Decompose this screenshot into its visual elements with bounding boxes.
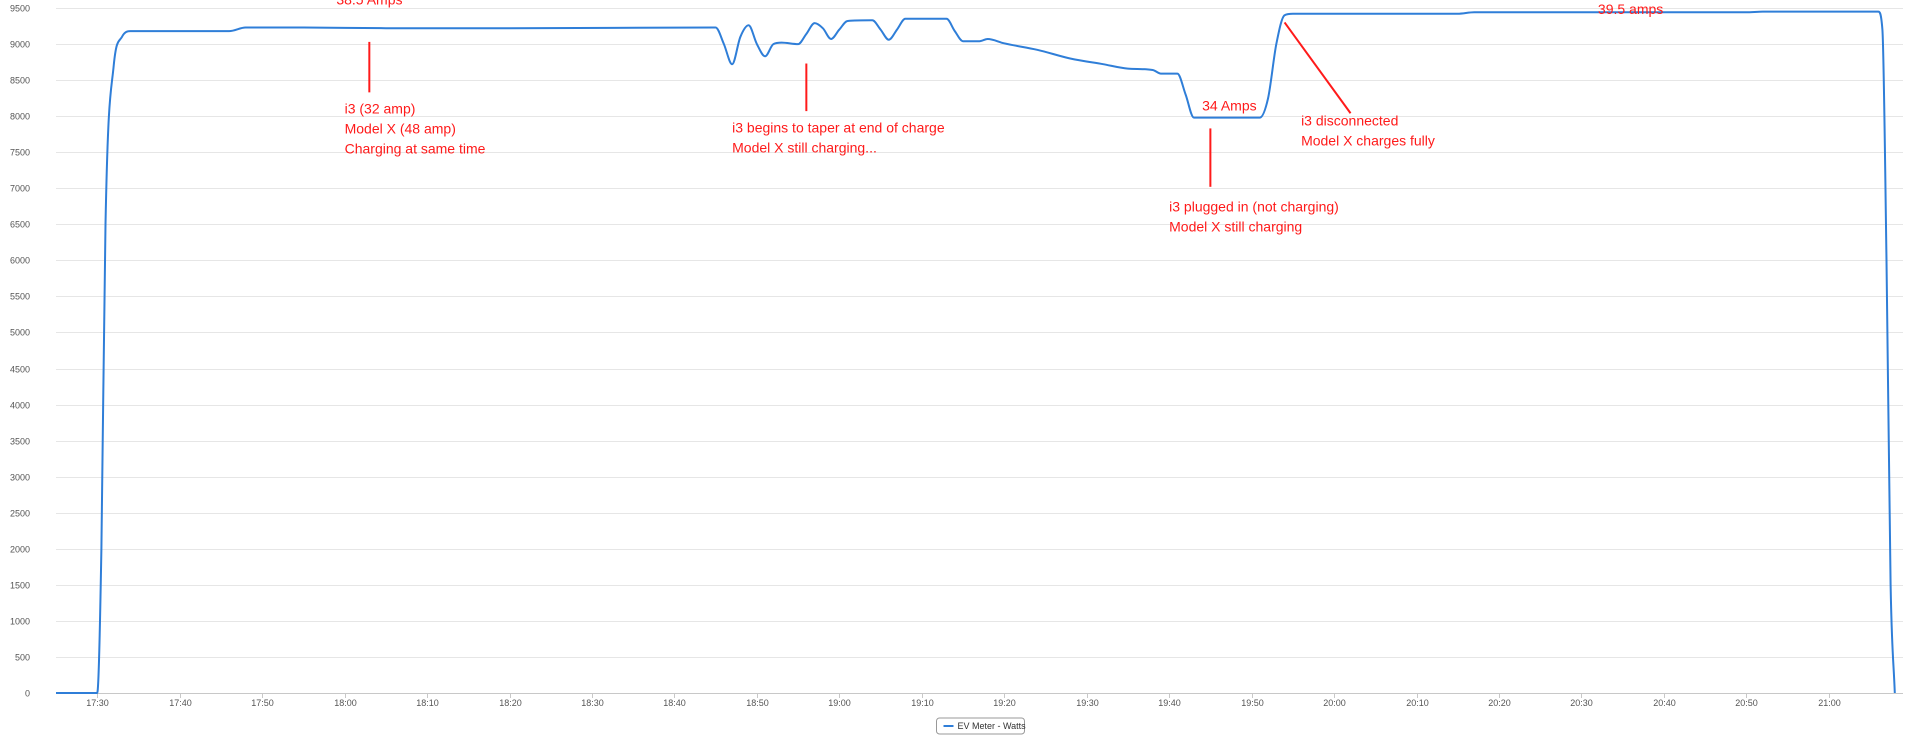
- x-tick-label: 18:00: [334, 698, 357, 708]
- x-tick-label: 18:40: [663, 698, 686, 708]
- x-tick-label: 19:40: [1158, 698, 1181, 708]
- y-tick-label: 8500: [10, 76, 30, 86]
- legend[interactable]: EV Meter - Watts: [936, 717, 1027, 735]
- x-tick-label: 19:20: [993, 698, 1016, 708]
- x-tick-label: 20:30: [1570, 698, 1593, 708]
- x-tick-label: 18:20: [499, 698, 522, 708]
- x-tick-label: 17:50: [251, 698, 274, 708]
- y-tick-label: 7000: [10, 184, 30, 194]
- annotation-line: Charging at same time: [345, 140, 486, 156]
- x-tick-label: 19:10: [911, 698, 934, 708]
- x-tick-label: 17:30: [86, 698, 109, 708]
- annotation-pointers: [368, 21, 1352, 187]
- gridlines: [56, 8, 1903, 694]
- y-tick-label: 5000: [10, 328, 30, 338]
- annotation-line: Model X still charging: [1169, 218, 1302, 234]
- annotation: 38.5 Amps: [336, 0, 402, 7]
- y-axis-labels: 0 500 1000 1500 2000 2500 3000 3500 4000 4500 5000…: [10, 4, 30, 699]
- y-tick-label: 9000: [10, 40, 30, 50]
- x-tick-label: 20:20: [1488, 698, 1511, 708]
- y-tick-label: 0: [25, 689, 30, 699]
- y-tick-label: 2500: [10, 509, 30, 519]
- x-tick-label: 18:10: [416, 698, 439, 708]
- x-tick-label: 20:50: [1735, 698, 1758, 708]
- x-tick-label: 19:00: [828, 698, 851, 708]
- y-tick-label: 1000: [10, 617, 30, 627]
- annotation-line: Model X charges fully: [1301, 133, 1435, 149]
- annotation-line: 38.5 Amps: [336, 0, 402, 7]
- y-tick-label: 7500: [10, 148, 30, 158]
- y-tick-label: 2000: [10, 545, 30, 555]
- annotation: i3 plugged in (not charging) Model X stil…: [1169, 198, 1339, 234]
- annotation: i3 (32 amp) Model X (48 amp) Charging at s…: [345, 100, 486, 156]
- series-line: [55, 10, 1896, 694]
- y-tick-label: 4000: [10, 401, 30, 411]
- annotation: i3 disconnected Model X charges fully: [1301, 113, 1435, 149]
- x-tick-label: 17:40: [169, 698, 192, 708]
- annotation-line: 34 Amps: [1202, 97, 1256, 113]
- annotation-line: Model X still charging...: [732, 140, 877, 156]
- y-tick-label: 500: [15, 653, 30, 663]
- series-layer: [55, 10, 1896, 694]
- x-tick-label: 19:30: [1076, 698, 1099, 708]
- legend-item[interactable]: EV Meter - Watts: [936, 717, 1027, 735]
- x-tick-label: 20:40: [1653, 698, 1676, 708]
- legend-box: [936, 717, 1025, 735]
- x-tick-label: 18:50: [746, 698, 769, 708]
- y-tick-label: 8000: [10, 112, 30, 122]
- x-tick-label: 20:00: [1323, 698, 1346, 708]
- annotation-line: i3 disconnected: [1301, 113, 1398, 129]
- y-tick-label: 1500: [10, 581, 30, 591]
- y-tick-label: 6000: [10, 256, 30, 266]
- x-tick-label: 18:30: [581, 698, 604, 708]
- y-tick-label: 5500: [10, 292, 30, 302]
- x-tick-label: 20:10: [1406, 698, 1429, 708]
- legend-label: EV Meter - Watts: [958, 721, 1027, 731]
- y-tick-label: 6500: [10, 220, 30, 230]
- x-tick-label: 19:50: [1241, 698, 1264, 708]
- annotation: i3 begins to taper at end of charge Model…: [732, 120, 945, 156]
- x-axis: 17:30 17:40 17:50 18:00 18:10 18:20 18:30 18:40…: [86, 693, 1841, 708]
- y-tick-label: 9500: [10, 4, 30, 14]
- annotation: 34 Amps: [1202, 97, 1256, 113]
- annotation-pointer: [1283, 21, 1352, 114]
- annotation-line: i3 (32 amp): [345, 100, 416, 116]
- y-tick-label: 4500: [10, 365, 30, 375]
- annotation: 39.5 amps: [1598, 1, 1663, 17]
- annotations: 38.5 Amps i3 (32 amp) Model X (48 amp) Char…: [336, 0, 1663, 234]
- x-tick-label: 21:00: [1818, 698, 1841, 708]
- annotation-line: i3 plugged in (not charging): [1169, 198, 1339, 214]
- y-tick-label: 3500: [10, 437, 30, 447]
- y-tick-label: 3000: [10, 473, 30, 483]
- annotation-line: 39.5 amps: [1598, 1, 1663, 17]
- annotation-line: i3 begins to taper at end of charge: [732, 120, 945, 136]
- annotation-line: Model X (48 amp): [345, 120, 456, 136]
